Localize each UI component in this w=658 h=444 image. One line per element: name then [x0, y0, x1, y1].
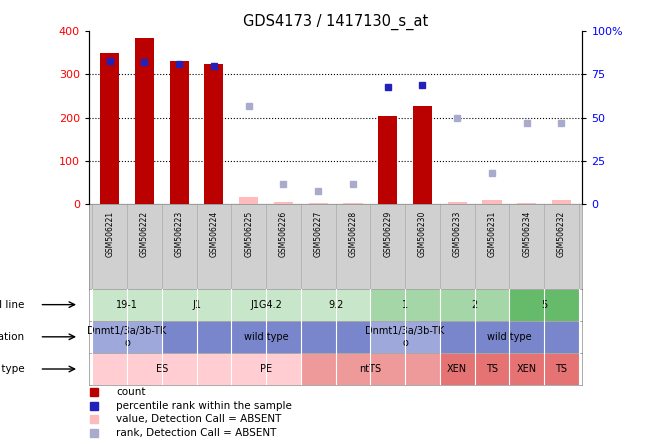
Text: genotype/variation: genotype/variation [0, 332, 25, 342]
Bar [413, 106, 432, 204]
Text: GSM506226: GSM506226 [279, 211, 288, 258]
Bar [509, 289, 579, 321]
Bar [162, 289, 232, 321]
Bar [447, 202, 467, 204]
Bar [517, 203, 536, 204]
Text: cell type: cell type [0, 364, 25, 374]
Bar [343, 203, 363, 204]
Bar [301, 353, 440, 385]
Text: GSM506227: GSM506227 [314, 211, 322, 258]
Text: rank, Detection Call = ABSENT: rank, Detection Call = ABSENT [116, 428, 276, 438]
Bar [232, 353, 301, 385]
Bar [544, 353, 579, 385]
Text: XEN: XEN [517, 364, 537, 374]
Bar [440, 321, 579, 353]
Bar [440, 289, 509, 321]
Bar [482, 200, 501, 204]
Text: GSM506221: GSM506221 [105, 211, 114, 257]
Bar [370, 289, 440, 321]
Bar [509, 353, 544, 385]
Text: wild type: wild type [487, 332, 532, 342]
Text: GSM506234: GSM506234 [522, 211, 531, 258]
Text: 2: 2 [472, 300, 478, 309]
Text: GSM506229: GSM506229 [383, 211, 392, 258]
Bar [274, 202, 293, 204]
Bar [370, 321, 440, 353]
Text: TS: TS [486, 364, 498, 374]
Text: J1G4.2: J1G4.2 [250, 300, 282, 309]
Text: percentile rank within the sample: percentile rank within the sample [116, 401, 292, 411]
Bar [205, 63, 224, 204]
Bar [232, 289, 301, 321]
Text: 9.2: 9.2 [328, 300, 343, 309]
Text: Dnmt1/3a/3b-TK
o: Dnmt1/3a/3b-TK o [365, 326, 445, 348]
Bar [162, 321, 370, 353]
Text: GSM506231: GSM506231 [488, 211, 497, 258]
Text: 19-1: 19-1 [116, 300, 138, 309]
Text: value, Detection Call = ABSENT: value, Detection Call = ABSENT [116, 414, 282, 424]
Text: cell line: cell line [0, 300, 25, 309]
Text: TS: TS [555, 364, 567, 374]
Text: GSM506225: GSM506225 [244, 211, 253, 258]
Bar [92, 321, 162, 353]
Text: GSM506222: GSM506222 [140, 211, 149, 257]
Bar [92, 353, 232, 385]
Text: GSM506230: GSM506230 [418, 211, 427, 258]
Text: Dnmt1/3a/3b-TK
o: Dnmt1/3a/3b-TK o [88, 326, 166, 348]
Bar [135, 38, 154, 204]
Text: GSM506228: GSM506228 [349, 211, 357, 257]
Text: J1: J1 [192, 300, 201, 309]
Text: wild type: wild type [243, 332, 288, 342]
Text: 1: 1 [402, 300, 408, 309]
Bar [474, 353, 509, 385]
Text: XEN: XEN [447, 364, 467, 374]
Text: 5: 5 [541, 300, 547, 309]
Text: ES: ES [156, 364, 168, 374]
Text: GSM506232: GSM506232 [557, 211, 566, 258]
Text: GSM506223: GSM506223 [174, 211, 184, 258]
Bar [92, 289, 162, 321]
Bar [378, 115, 397, 204]
Text: GSM506233: GSM506233 [453, 211, 462, 258]
Bar [100, 53, 119, 204]
Text: PE: PE [260, 364, 272, 374]
Text: count: count [116, 387, 145, 397]
Bar [301, 289, 370, 321]
Title: GDS4173 / 1417130_s_at: GDS4173 / 1417130_s_at [243, 13, 428, 30]
Bar [440, 353, 474, 385]
Bar [309, 203, 328, 204]
Text: GSM506224: GSM506224 [209, 211, 218, 258]
Bar [239, 197, 258, 204]
Bar [170, 61, 189, 204]
Text: ntTS: ntTS [359, 364, 382, 374]
Bar [552, 200, 571, 204]
